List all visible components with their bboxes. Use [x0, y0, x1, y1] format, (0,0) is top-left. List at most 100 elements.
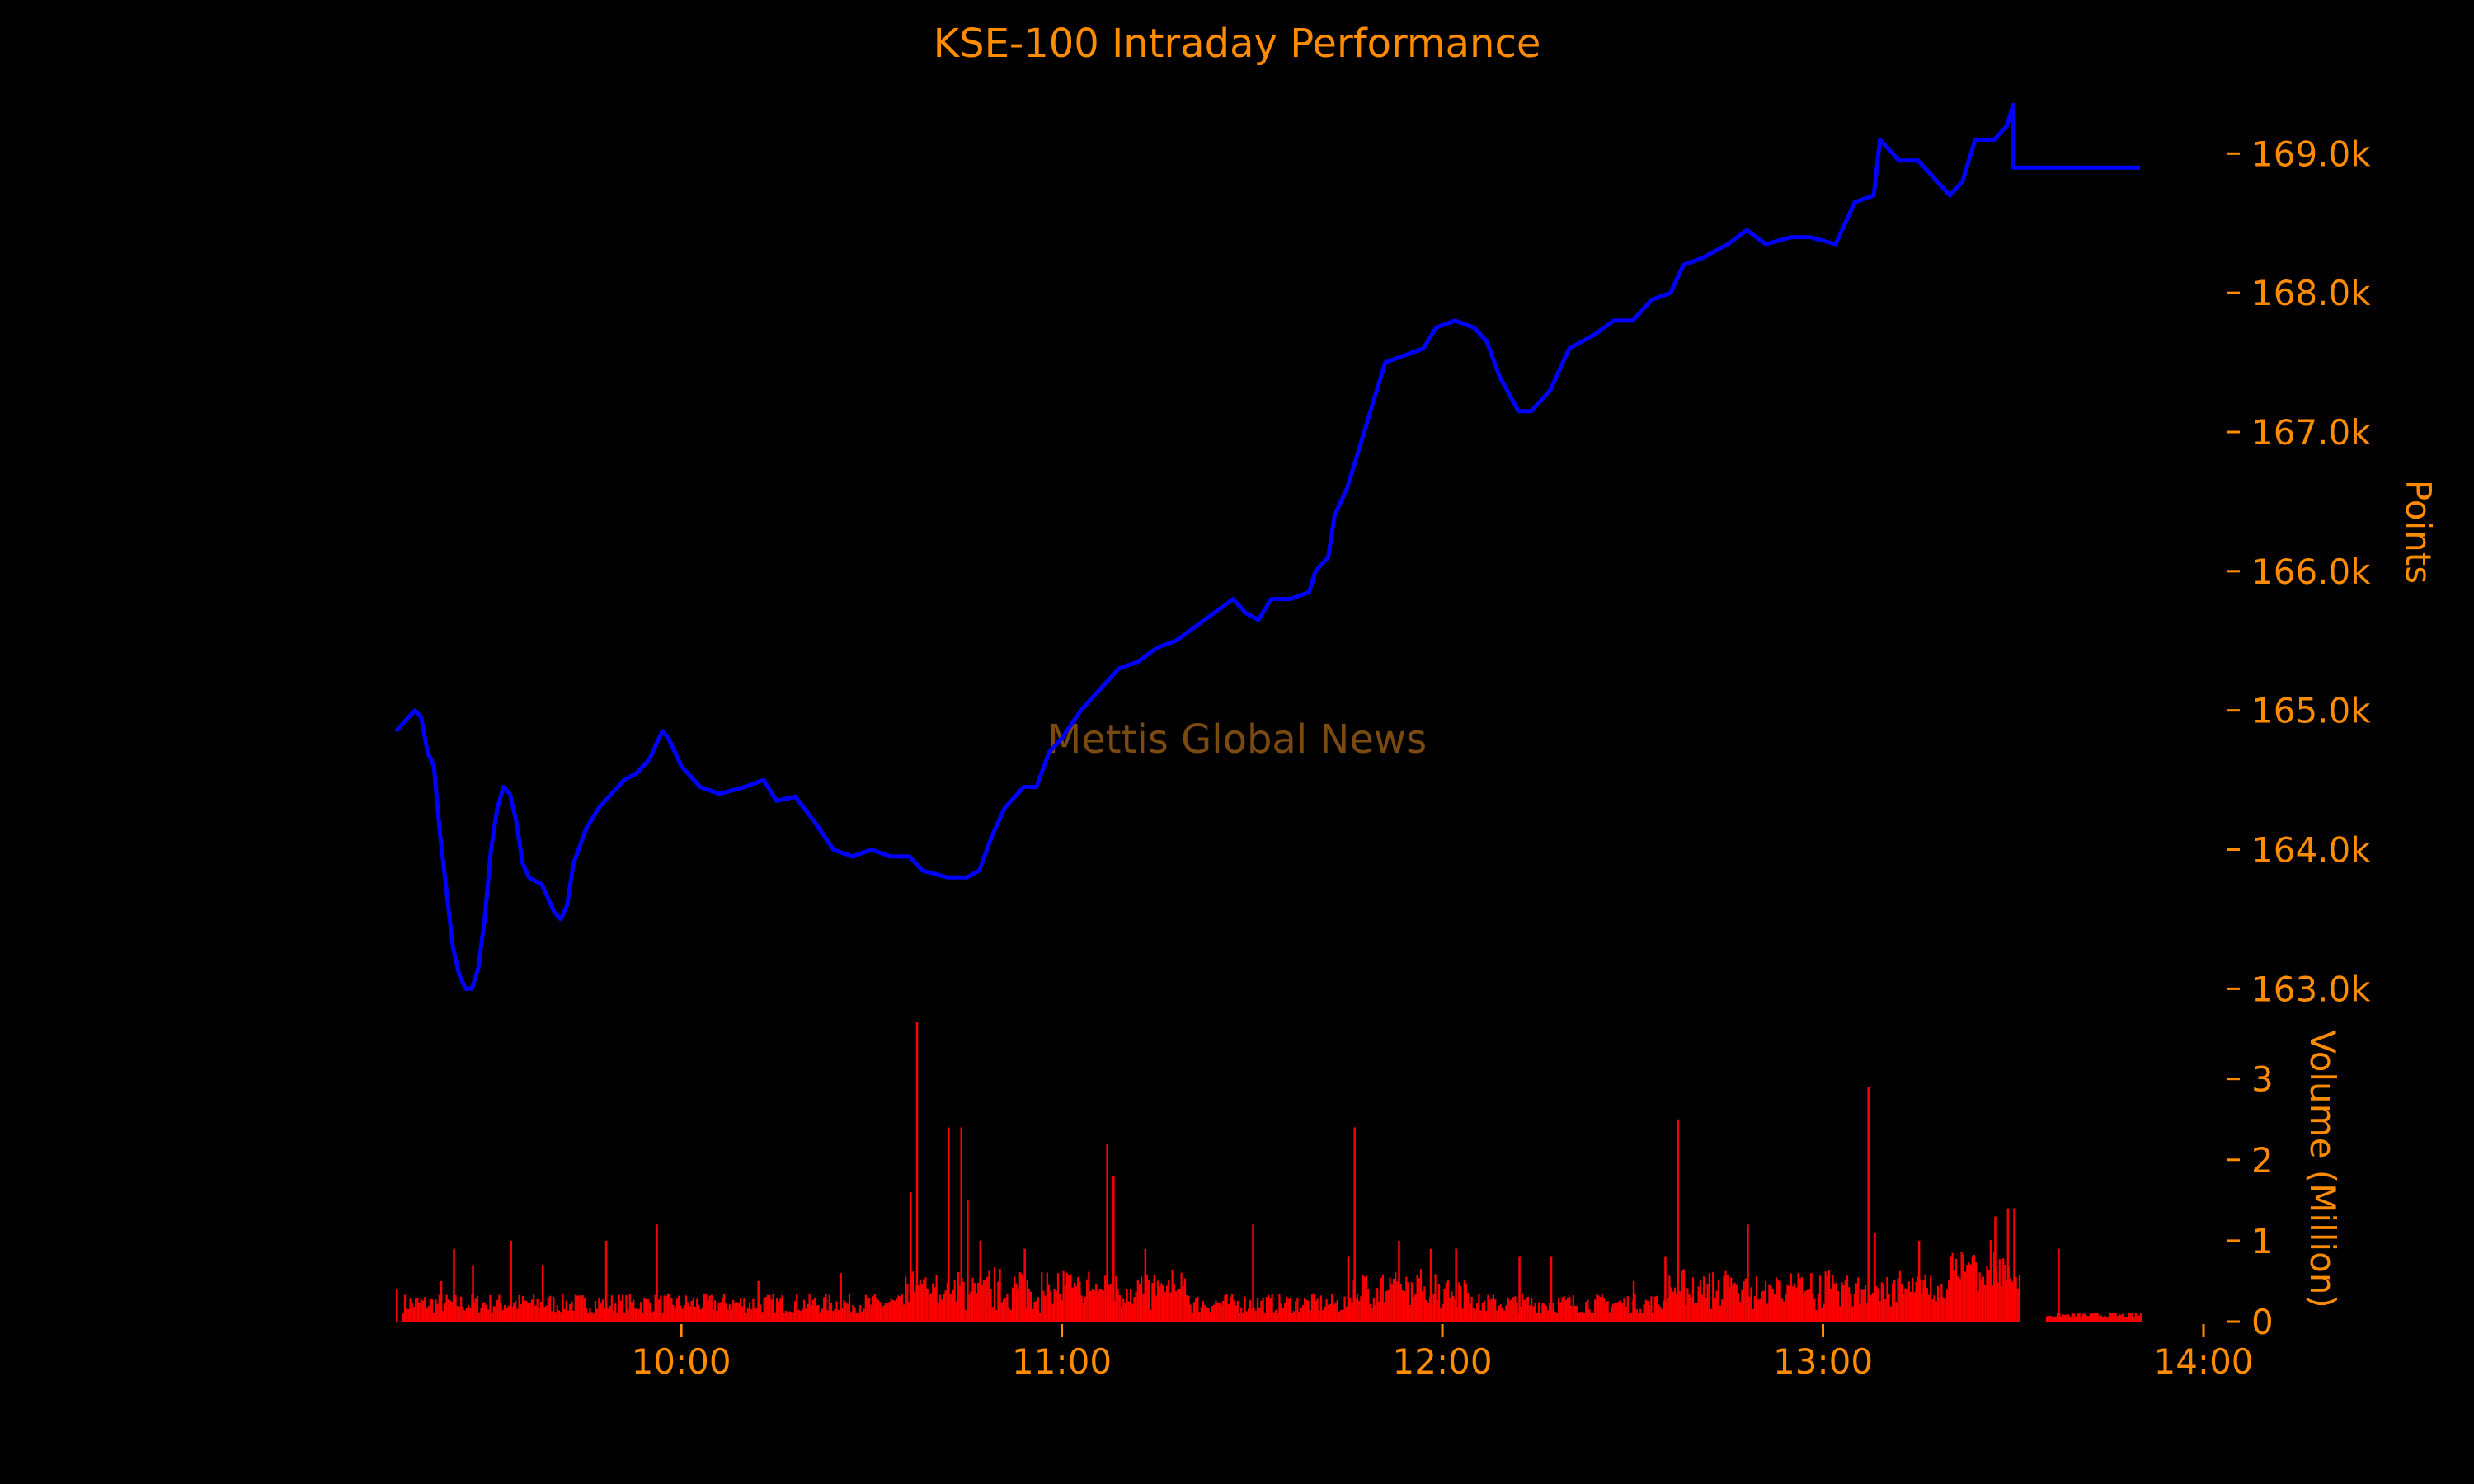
volume-bar [2114, 1313, 2117, 1322]
volume-bar [1215, 1300, 1217, 1322]
volume-bar [861, 1311, 863, 1322]
volume-bar [1367, 1289, 1370, 1322]
volume-bar [1567, 1298, 1569, 1322]
volume-bar [421, 1300, 425, 1322]
volume-bar [1621, 1303, 1624, 1322]
volume-bar [1986, 1266, 1988, 1322]
volume-bar [1432, 1294, 1435, 1322]
volume-bar [1141, 1276, 1143, 1322]
volume-bar [863, 1308, 865, 1322]
volume-bar [1619, 1300, 1622, 1322]
volume-bar [1213, 1304, 1216, 1322]
volume-bar [463, 1310, 466, 1322]
volume-bar [1449, 1298, 1451, 1322]
volume-bar [2100, 1315, 2103, 1322]
volume-bar [1304, 1298, 1306, 1322]
volume-bar [601, 1299, 604, 1322]
volume-bar [1728, 1287, 1731, 1322]
volume-bar [1470, 1297, 1473, 1322]
volume-bar [669, 1294, 671, 1322]
volume-bar [1188, 1295, 1190, 1322]
volume-bar [1960, 1252, 1963, 1322]
volume-bar [1724, 1270, 1727, 1322]
volume-bar [1555, 1313, 1559, 1322]
volume-bar [1307, 1300, 1310, 1322]
volume-bar [2086, 1315, 2088, 1322]
price-line-group [394, 102, 2141, 991]
volume-bar [616, 1313, 618, 1322]
volume-bar [953, 1280, 956, 1322]
volume-bar [1661, 1309, 1663, 1322]
volume-bar [1771, 1289, 1774, 1322]
volume-bar [1748, 1297, 1751, 1322]
volume-bar [1857, 1277, 1860, 1322]
volume-bar [2116, 1316, 2119, 1322]
volume-bar [1554, 1311, 1556, 1322]
volume-bar [1186, 1295, 1188, 1322]
volume-bar [1786, 1284, 1789, 1322]
volume-bar [1423, 1286, 1426, 1322]
volume-bar [1735, 1284, 1738, 1322]
volume-bar [1310, 1294, 1314, 1322]
volume-bar [1505, 1305, 1507, 1322]
volume-bar [1697, 1286, 1700, 1322]
volume-bar [734, 1303, 736, 1322]
volume-bar [642, 1312, 644, 1322]
volume-bar [623, 1313, 626, 1322]
volume-bar [823, 1297, 825, 1322]
volume-bar [525, 1300, 528, 1322]
volume-spike [472, 1265, 474, 1322]
volume-bar [1474, 1310, 1477, 1322]
volume-bar [811, 1299, 815, 1322]
volume-bar [1313, 1293, 1315, 1322]
volume-bar [1846, 1275, 1849, 1322]
volume-bar [1371, 1308, 1373, 1322]
volume-bar [1427, 1303, 1429, 1322]
volume-bar [670, 1298, 673, 1322]
volume-bar [2081, 1313, 2085, 1322]
volume-bar [708, 1295, 711, 1322]
volume-bar [1191, 1313, 1193, 1322]
volume-bar [1917, 1276, 1919, 1322]
volume-bar [563, 1308, 566, 1322]
volume-bar [1980, 1280, 1982, 1322]
volume-bar [1478, 1294, 1480, 1322]
volume-bar [2102, 1317, 2105, 1322]
volume-bar [665, 1296, 667, 1322]
volume-bar [875, 1297, 878, 1322]
volume-bar [1637, 1313, 1640, 1322]
volume-bar [1499, 1304, 1502, 1322]
volume-bar [435, 1299, 437, 1322]
volume-spike [1112, 1176, 1115, 1322]
volume-bar [864, 1294, 867, 1322]
volume-bar [807, 1304, 809, 1322]
volume-bar [1723, 1275, 1725, 1322]
volume-bar [538, 1308, 540, 1322]
volume-bar [551, 1311, 553, 1322]
volume-bar [1492, 1294, 1495, 1322]
volume-bar [1844, 1280, 1846, 1322]
volume-bar [2127, 1313, 2130, 1322]
volume-bar [1200, 1307, 1202, 1322]
volume-bar [917, 1285, 920, 1322]
volume-bar [2136, 1315, 2139, 1322]
volume-spike [1632, 1280, 1635, 1322]
volume-bar [1933, 1294, 1935, 1322]
volume-bar [2066, 1314, 2068, 1322]
volume-bar [1715, 1290, 1718, 1322]
volume-bar [1833, 1284, 1836, 1322]
volume-bar [1461, 1308, 1464, 1322]
volume-bar [1673, 1287, 1677, 1322]
volume-bar [1788, 1285, 1790, 1322]
volume-bar [460, 1296, 463, 1322]
volume-bar [1150, 1309, 1152, 1322]
volume-bar [516, 1308, 519, 1322]
volume-bar [576, 1295, 579, 1322]
watermark-text: Mettis Global News [1047, 716, 1427, 763]
volume-bar [1676, 1294, 1678, 1322]
volume-spike [1347, 1256, 1350, 1322]
volume-bar [478, 1312, 481, 1322]
volume-bar [2078, 1313, 2081, 1322]
volume-bar [1381, 1275, 1384, 1322]
volume-bar [1363, 1276, 1366, 1322]
